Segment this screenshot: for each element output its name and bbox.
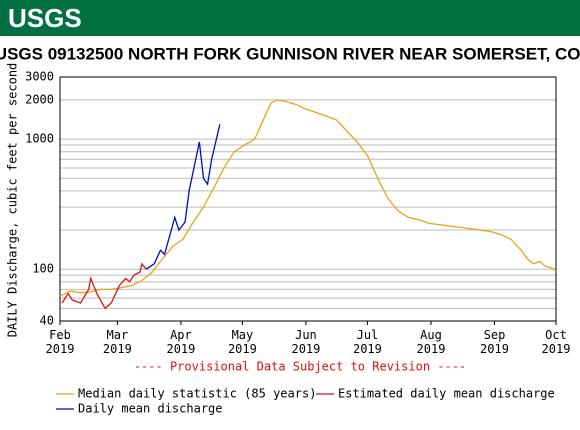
x-tick-label-line: 2019 <box>480 342 509 356</box>
x-tick-label: Apr 2019 <box>166 328 195 356</box>
annotation: ---- Provisional Data Subject to Revisio… <box>134 360 466 374</box>
legend-label: Daily mean discharge <box>78 402 223 416</box>
x-tick-label-line: 2019 <box>228 342 257 356</box>
legend-label: Median daily statistic (85 years) <box>78 387 316 401</box>
series-line <box>59 99 557 297</box>
logo: USGS <box>8 3 82 33</box>
x-tick-label-line: Jul <box>357 328 379 342</box>
x-tick-label: Sep 2019 <box>480 328 509 356</box>
plot-frame <box>59 76 557 322</box>
header-bar <box>0 0 580 36</box>
x-tick-label-line: Jun <box>295 328 317 342</box>
y-tick-label: 3000 <box>25 70 54 84</box>
x-tick-label-line: 2019 <box>542 342 571 356</box>
x-tick-label-line: Aug <box>420 328 442 342</box>
x-tick-label-line: Oct <box>545 328 567 342</box>
x-tick-label-line: 2019 <box>103 342 132 356</box>
series-line <box>145 124 221 270</box>
x-tick-label-line: Apr <box>170 328 192 342</box>
y-tick-label: 2000 <box>25 92 54 106</box>
x-tick-label: Aug 2019 <box>417 328 446 356</box>
chart-title: USGS 09132500 NORTH FORK GUNNISON RIVER … <box>0 44 580 63</box>
x-tick-label: Oct 2019 <box>542 328 571 356</box>
x-tick-label-line: 2019 <box>353 342 382 356</box>
y-axis-label: DAILY Discharge, cubic feet per second <box>6 63 20 338</box>
x-tick-label-line: Sep <box>484 328 506 342</box>
x-tick-label-line: Feb <box>49 328 71 342</box>
x-tick-label-line: Mar <box>107 328 129 342</box>
y-tick-label: 40 <box>40 314 54 328</box>
x-tick-label-line: 2019 <box>166 342 195 356</box>
x-tick-label: Jul 2019 <box>353 328 382 356</box>
legend-label: Estimated daily mean discharge <box>338 387 555 401</box>
x-tick-label: May 2019 <box>228 328 257 356</box>
series-line <box>61 262 147 310</box>
x-tick-label: Mar 2019 <box>103 328 132 356</box>
x-tick-label-line: 2019 <box>291 342 320 356</box>
y-tick-label: 100 <box>32 262 54 276</box>
x-tick-label-line: May <box>232 328 254 342</box>
x-tick-label-line: 2019 <box>46 342 75 356</box>
x-tick-label-line: 2019 <box>417 342 446 356</box>
x-tick-label: Feb 2019 <box>46 328 75 356</box>
y-tick-label: 1000 <box>25 132 54 146</box>
x-tick-label: Jun 2019 <box>291 328 320 356</box>
